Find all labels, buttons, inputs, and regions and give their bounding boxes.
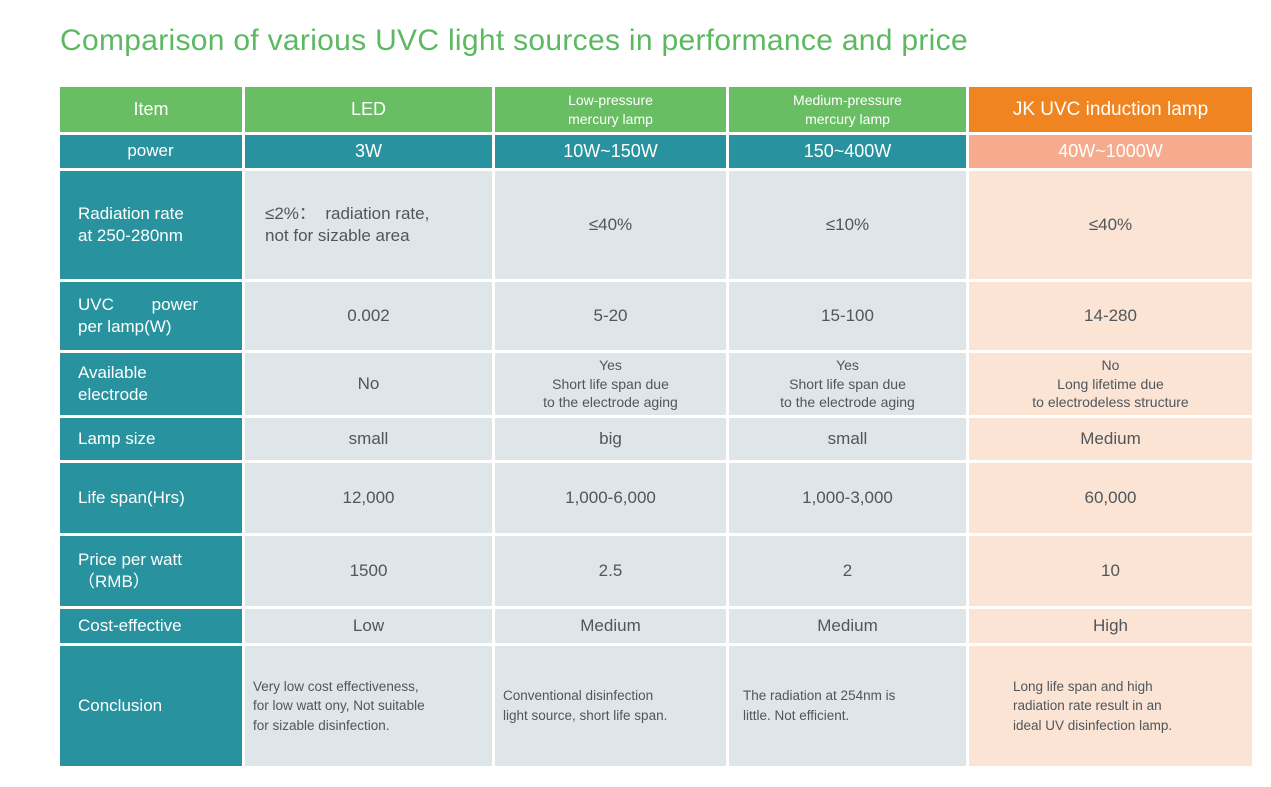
column-header-low-pressure: Low-pressure mercury lamp: [495, 87, 726, 132]
cell-electrode-medium: Yes Short life span due to the electrode…: [729, 353, 966, 415]
slide: Comparison of various UVC light sources …: [57, 24, 1255, 769]
row-label-power: power: [60, 135, 242, 168]
header-row: Item LED Low-pressure mercury lamp Mediu…: [60, 87, 1252, 132]
table-row-cost-effective: Cost-effective Low Medium Medium High: [60, 609, 1252, 643]
column-header-medium-pressure: Medium-pressure mercury lamp: [729, 87, 966, 132]
row-label-conclusion: Conclusion: [60, 646, 242, 766]
cell-electrode-low: Yes Short life span due to the electrode…: [495, 353, 726, 415]
cell-uvc-power-medium: 15-100: [729, 282, 966, 350]
row-label-cost-effective: Cost-effective: [60, 609, 242, 643]
cell-life-span-led: 12,000: [245, 463, 492, 533]
table-row-uvc-power: UVC power per lamp(W) 0.002 5-20 15-100 …: [60, 282, 1252, 350]
cell-lamp-size-medium: small: [729, 418, 966, 460]
table-row-price-per-watt: Price per watt （RMB） 1500 2.5 2 10: [60, 536, 1252, 606]
table-row-conclusion: Conclusion Very low cost effectiveness, …: [60, 646, 1252, 766]
cell-electrode-led: No: [245, 353, 492, 415]
cell-cost-jk: High: [969, 609, 1252, 643]
cell-radiation-jk: ≤40%: [969, 171, 1252, 279]
table-row-power: power 3W 10W~150W 150~400W 40W~1000W: [60, 135, 1252, 168]
cell-uvc-power-jk: 14-280: [969, 282, 1252, 350]
cell-uvc-power-low: 5-20: [495, 282, 726, 350]
row-label-life-span: Life span(Hrs): [60, 463, 242, 533]
row-label-available-electrode: Available electrode: [60, 353, 242, 415]
cell-price-low: 2.5: [495, 536, 726, 606]
cell-cost-low: Medium: [495, 609, 726, 643]
cell-power-led: 3W: [245, 135, 492, 168]
cell-cost-led: Low: [245, 609, 492, 643]
cell-power-medium: 150~400W: [729, 135, 966, 168]
cell-lamp-size-low: big: [495, 418, 726, 460]
cell-radiation-led: ≤2%： radiation rate, not for sizable are…: [245, 171, 492, 279]
cell-lamp-size-led: small: [245, 418, 492, 460]
column-header-jk-uvc: JK UVC induction lamp: [969, 87, 1252, 132]
cell-life-span-medium: 1,000-3,000: [729, 463, 966, 533]
comparison-table: Item LED Low-pressure mercury lamp Mediu…: [57, 84, 1255, 769]
cell-conclusion-led: Very low cost effectiveness, for low wat…: [245, 646, 492, 766]
row-label-radiation-rate: Radiation rate at 250-280nm: [60, 171, 242, 279]
cell-lamp-size-jk: Medium: [969, 418, 1252, 460]
row-label-uvc-power: UVC power per lamp(W): [60, 282, 242, 350]
cell-conclusion-low: Conventional disinfection light source, …: [495, 646, 726, 766]
cell-conclusion-medium: The radiation at 254nm is little. Not ef…: [729, 646, 966, 766]
column-header-led: LED: [245, 87, 492, 132]
table-row-available-electrode: Available electrode No Yes Short life sp…: [60, 353, 1252, 415]
table-row-life-span: Life span(Hrs) 12,000 1,000-6,000 1,000-…: [60, 463, 1252, 533]
cell-price-jk: 10: [969, 536, 1252, 606]
cell-power-jk: 40W~1000W: [969, 135, 1252, 168]
table-row-radiation-rate: Radiation rate at 250-280nm ≤2%： radiati…: [60, 171, 1252, 279]
cell-price-medium: 2: [729, 536, 966, 606]
cell-life-span-low: 1,000-6,000: [495, 463, 726, 533]
cell-power-low: 10W~150W: [495, 135, 726, 168]
cell-cost-medium: Medium: [729, 609, 966, 643]
row-label-price-per-watt: Price per watt （RMB）: [60, 536, 242, 606]
cell-electrode-jk: No Long lifetime due to electrodeless st…: [969, 353, 1252, 415]
cell-conclusion-jk: Long life span and high radiation rate r…: [969, 646, 1252, 766]
row-label-lamp-size: Lamp size: [60, 418, 242, 460]
cell-radiation-low: ≤40%: [495, 171, 726, 279]
table-row-lamp-size: Lamp size small big small Medium: [60, 418, 1252, 460]
column-header-item: Item: [60, 87, 242, 132]
cell-uvc-power-led: 0.002: [245, 282, 492, 350]
cell-radiation-medium: ≤10%: [729, 171, 966, 279]
cell-price-led: 1500: [245, 536, 492, 606]
cell-life-span-jk: 60,000: [969, 463, 1252, 533]
page-title: Comparison of various UVC light sources …: [60, 24, 968, 57]
